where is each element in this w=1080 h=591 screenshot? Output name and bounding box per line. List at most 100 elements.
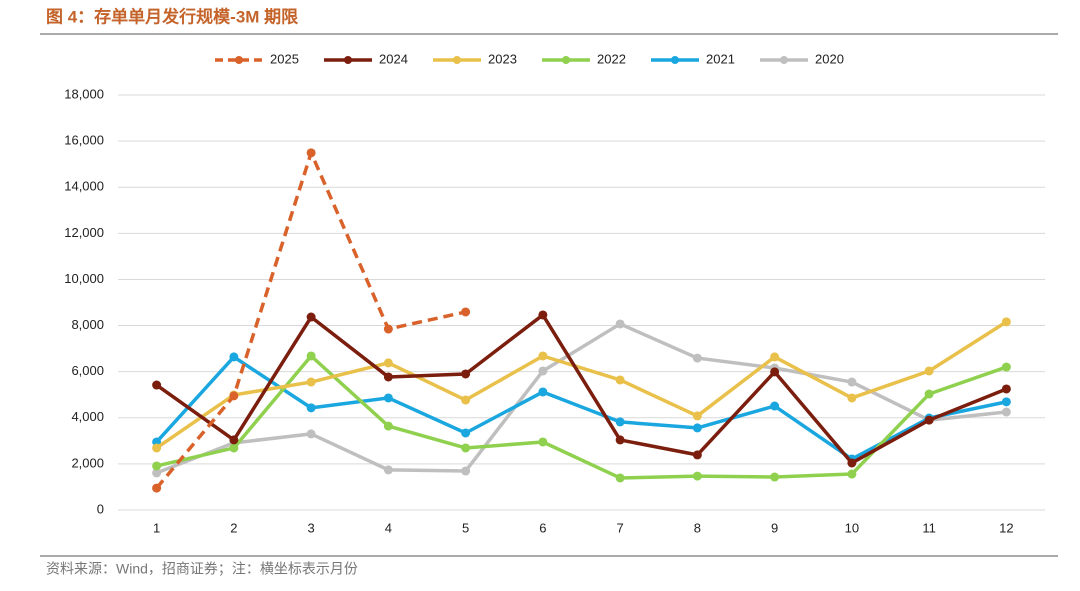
data-point bbox=[538, 310, 548, 320]
data-point bbox=[847, 377, 857, 387]
data-point bbox=[538, 437, 548, 447]
data-point bbox=[306, 351, 316, 361]
data-point bbox=[383, 324, 393, 334]
data-point bbox=[306, 148, 316, 158]
data-point bbox=[152, 380, 162, 390]
data-point bbox=[306, 377, 316, 387]
data-point bbox=[152, 483, 162, 493]
y-tick-label: 12,000 bbox=[64, 225, 104, 240]
data-point bbox=[1001, 362, 1011, 372]
y-tick-label: 0 bbox=[97, 501, 104, 516]
data-point bbox=[615, 417, 625, 427]
data-point bbox=[847, 469, 857, 479]
legend-label: 2024 bbox=[379, 51, 408, 66]
data-point bbox=[152, 468, 162, 478]
legend-marker bbox=[453, 56, 461, 64]
data-point bbox=[152, 443, 162, 453]
data-point bbox=[383, 465, 393, 475]
data-point bbox=[924, 415, 934, 425]
x-tick-label: 10 bbox=[845, 520, 859, 535]
data-point bbox=[692, 423, 702, 433]
legend-label: 2023 bbox=[488, 51, 517, 66]
y-tick-label: 14,000 bbox=[64, 179, 104, 194]
legend-label: 2021 bbox=[706, 51, 735, 66]
data-point bbox=[383, 358, 393, 368]
data-point bbox=[1001, 317, 1011, 327]
x-tick-label: 3 bbox=[308, 520, 315, 535]
legend-marker bbox=[235, 56, 243, 64]
data-point bbox=[770, 367, 780, 377]
data-point bbox=[229, 435, 239, 445]
data-point bbox=[770, 352, 780, 362]
source-note: 资料来源：Wind，招商证券；注：横坐标表示月份 bbox=[46, 561, 358, 578]
data-point bbox=[847, 393, 857, 403]
series-line bbox=[156, 354, 1007, 480]
data-point bbox=[1001, 397, 1011, 407]
x-tick-label: 4 bbox=[385, 520, 392, 535]
x-tick-label: 8 bbox=[694, 520, 701, 535]
x-tick-label: 12 bbox=[999, 520, 1013, 535]
data-point bbox=[1001, 407, 1011, 417]
legend-marker bbox=[562, 56, 570, 64]
x-tick-label: 9 bbox=[771, 520, 778, 535]
data-point bbox=[924, 389, 934, 399]
data-point bbox=[770, 472, 780, 482]
legend-label: 2020 bbox=[815, 51, 844, 66]
data-point bbox=[152, 461, 162, 471]
legend-marker bbox=[780, 56, 788, 64]
data-point bbox=[615, 319, 625, 329]
data-point bbox=[847, 458, 857, 468]
y-tick-label: 8,000 bbox=[71, 317, 104, 332]
x-tick-label: 2 bbox=[230, 520, 237, 535]
data-point bbox=[306, 403, 316, 413]
data-point bbox=[383, 421, 393, 431]
data-point bbox=[229, 443, 239, 453]
data-point bbox=[692, 471, 702, 481]
data-point bbox=[306, 429, 316, 439]
series-line bbox=[155, 355, 1007, 461]
data-point bbox=[692, 411, 702, 421]
series-line bbox=[155, 322, 1007, 475]
legend-label: 2025 bbox=[270, 51, 299, 66]
data-point bbox=[461, 395, 471, 405]
y-tick-label: 10,000 bbox=[64, 271, 104, 286]
data-point bbox=[461, 466, 471, 476]
series-line bbox=[155, 313, 1008, 465]
data-point bbox=[538, 351, 548, 361]
series-line bbox=[155, 320, 1008, 450]
y-tick-label: 2,000 bbox=[71, 455, 104, 470]
data-point bbox=[615, 435, 625, 445]
data-point bbox=[229, 391, 239, 401]
y-tick-label: 18,000 bbox=[64, 86, 104, 101]
data-point bbox=[383, 393, 393, 403]
data-point bbox=[461, 369, 471, 379]
data-point bbox=[229, 352, 239, 362]
data-point bbox=[461, 307, 471, 317]
data-point bbox=[1001, 384, 1011, 394]
data-point bbox=[692, 353, 702, 363]
x-tick-label: 1 bbox=[153, 520, 160, 535]
x-tick-label: 11 bbox=[922, 520, 936, 535]
y-tick-label: 4,000 bbox=[71, 409, 104, 424]
data-point bbox=[461, 443, 471, 453]
data-point bbox=[538, 366, 548, 376]
y-tick-label: 6,000 bbox=[71, 363, 104, 378]
data-point bbox=[615, 473, 625, 483]
legend-marker bbox=[344, 56, 352, 64]
data-point bbox=[615, 375, 625, 385]
data-point bbox=[924, 366, 934, 376]
legend-label: 2022 bbox=[597, 51, 626, 66]
data-point bbox=[306, 312, 316, 322]
x-tick-label: 6 bbox=[539, 520, 546, 535]
data-point bbox=[383, 372, 393, 382]
data-point bbox=[770, 401, 780, 411]
data-point bbox=[461, 428, 471, 438]
data-point bbox=[538, 387, 548, 397]
chart-title: 图 4：存单单月发行规模-3M 期限 bbox=[46, 6, 298, 26]
y-tick-label: 16,000 bbox=[64, 133, 104, 148]
data-point bbox=[692, 450, 702, 460]
x-tick-label: 7 bbox=[617, 520, 624, 535]
x-tick-label: 5 bbox=[462, 520, 469, 535]
legend-marker bbox=[671, 56, 679, 64]
